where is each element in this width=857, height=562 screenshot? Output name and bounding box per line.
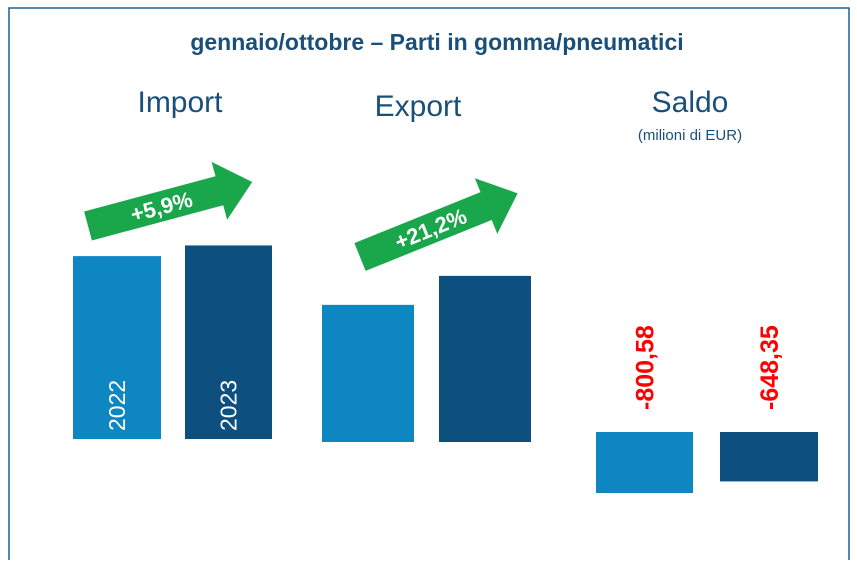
bar	[596, 432, 693, 494]
group-label: Export	[375, 90, 462, 123]
growth-arrow: +21,2%	[354, 178, 518, 271]
bar	[73, 256, 161, 439]
frame	[8, 7, 850, 560]
bar	[720, 432, 818, 482]
growth-label: +21,2%	[391, 203, 470, 254]
group-label: Import	[137, 86, 223, 119]
chart-title: gennaio/ottobre – Parti in gomma/pneumat…	[190, 29, 683, 55]
arrow-shape	[354, 178, 518, 271]
growth-arrow: +5,9%	[84, 161, 253, 241]
value-label: -800,58	[632, 325, 660, 410]
value-label: -648,35	[756, 325, 784, 410]
legend-label: 2023	[216, 380, 242, 431]
arrow-shape	[84, 161, 253, 241]
group-label: Saldo	[652, 86, 729, 119]
legend-label: 2022	[104, 380, 130, 431]
bar	[322, 304, 414, 442]
bar	[185, 245, 272, 439]
bar	[439, 275, 531, 442]
group-note: (milioni di EUR)	[638, 127, 742, 144]
